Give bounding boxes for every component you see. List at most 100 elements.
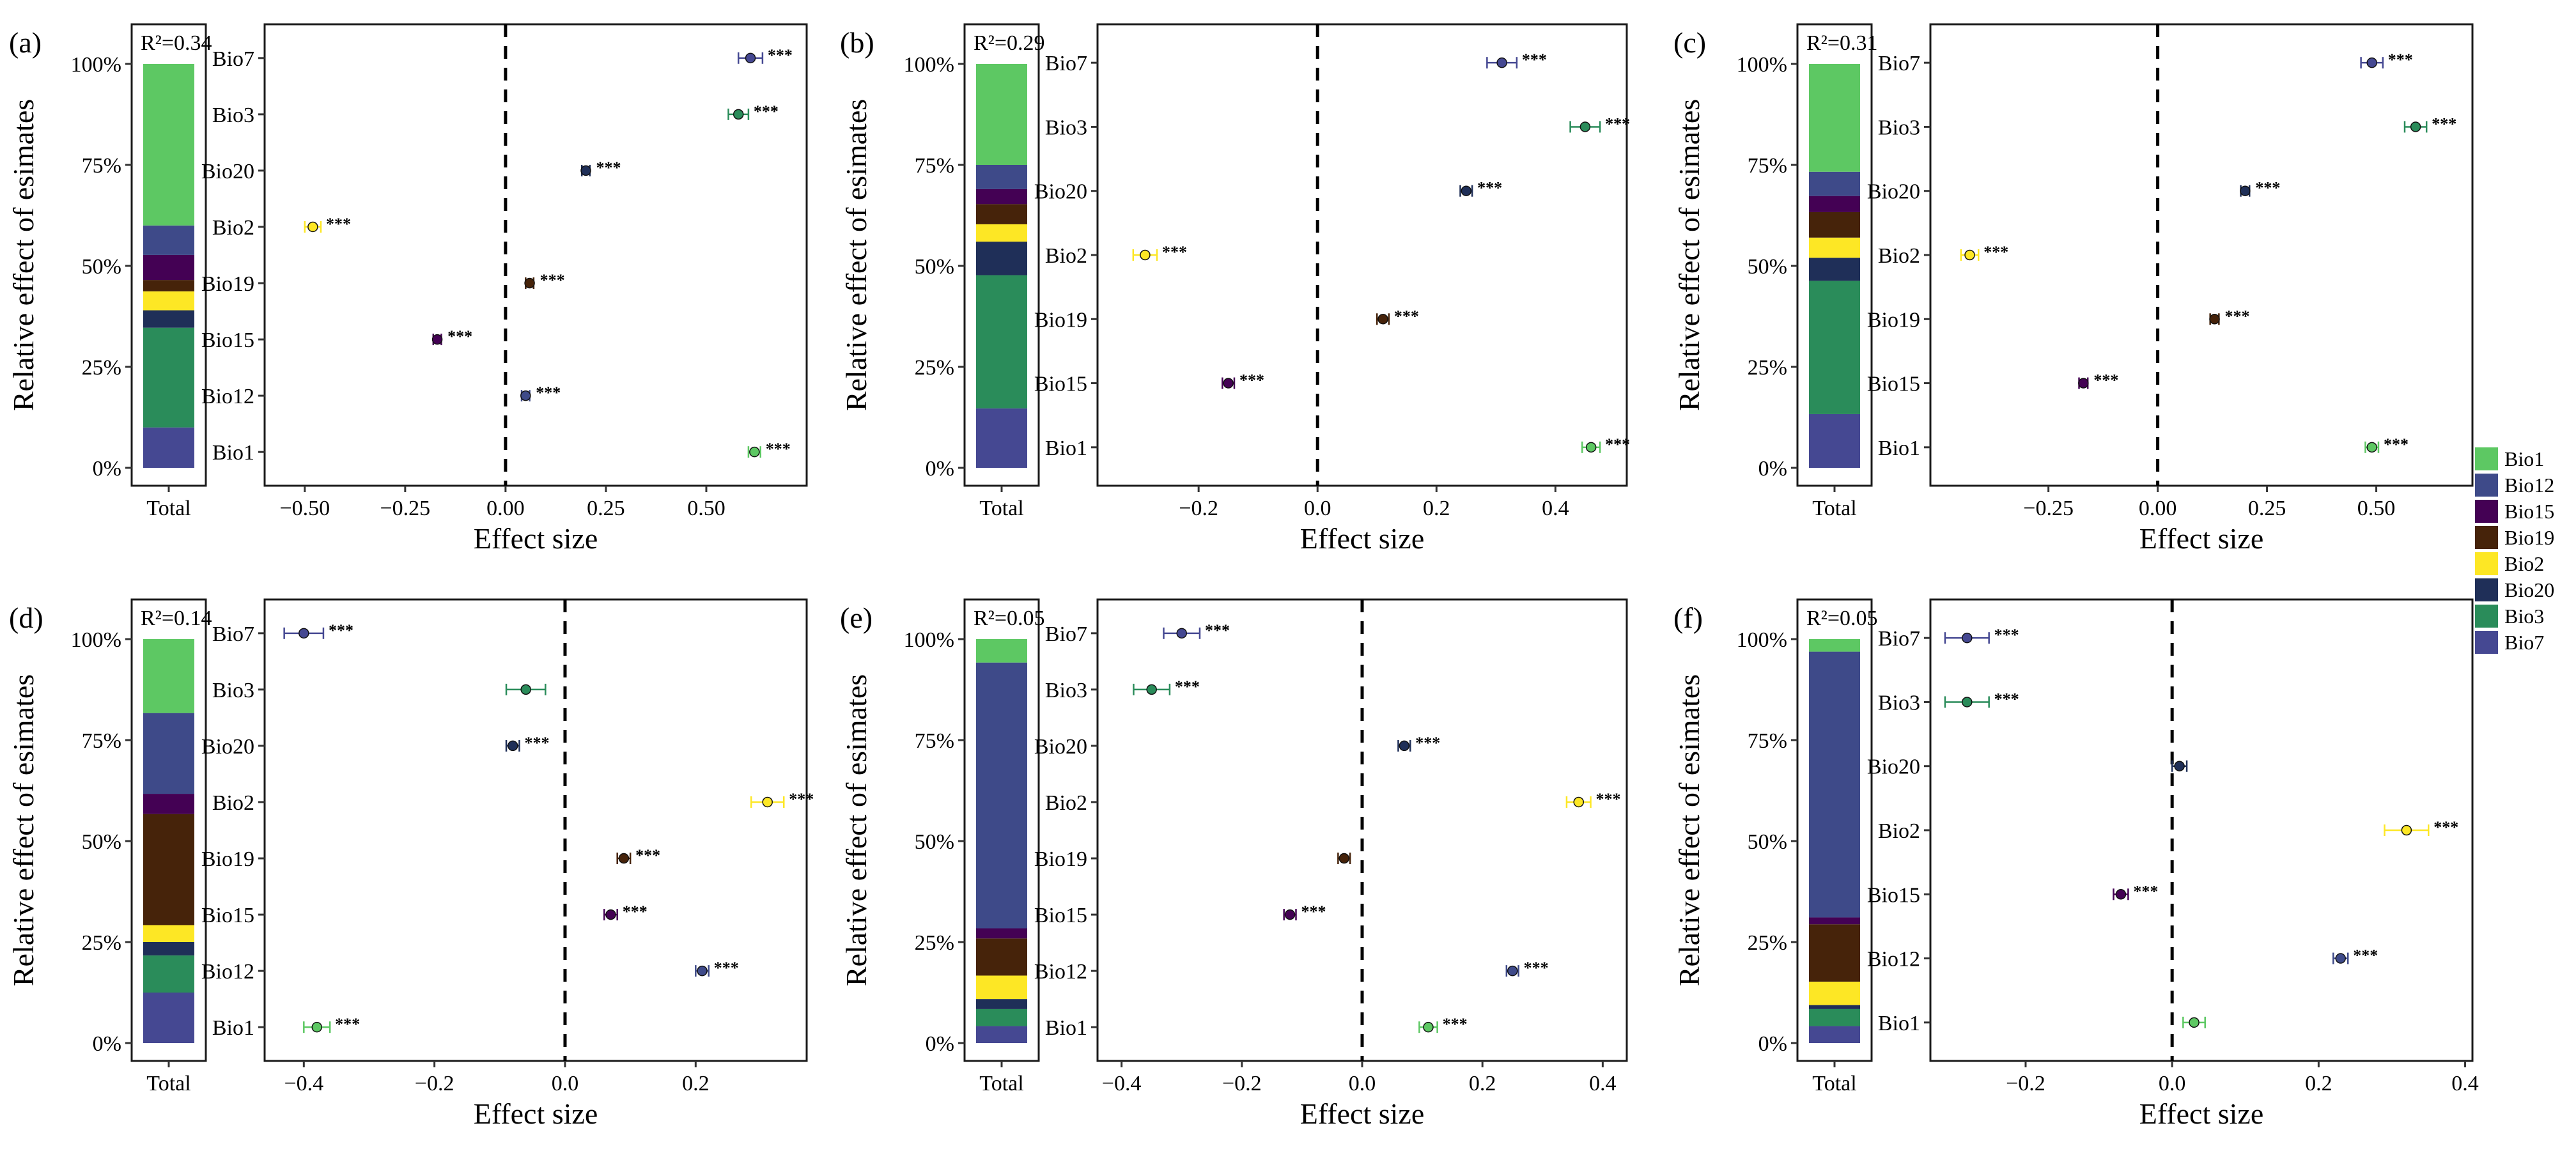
legend-swatch [2475, 526, 2498, 549]
estimate-bio7: Bio7 *** [212, 621, 353, 646]
significance-stars: *** [326, 215, 351, 233]
significance-stars: *** [789, 790, 814, 808]
forest-xtick-label: 0.25 [587, 497, 625, 520]
stack-ytick-label: 0% [93, 457, 121, 481]
significance-stars: *** [1524, 959, 1549, 977]
y-axis-title: Relative effect of esimates [840, 99, 873, 411]
significance-stars: *** [1301, 902, 1326, 921]
category-label: Bio3 [1878, 691, 1920, 715]
stack-ytick-label: 100% [71, 628, 121, 652]
stack-segment-bio3 [976, 1009, 1027, 1026]
stacked-bar-chart: 0% 25% 50% 75% 100% Total R²=0.31 Relative effe… [1673, 23, 1878, 520]
significance-stars: *** [1596, 790, 1621, 808]
estimate-point [2335, 953, 2346, 964]
legend-swatch [2475, 500, 2498, 523]
legend-label: Bio3 [2504, 605, 2544, 628]
category-label: Bio19 [1034, 847, 1087, 871]
category-label: Bio15 [1867, 883, 1920, 907]
stack-ytick-label: 25% [915, 931, 954, 955]
estimate-point [733, 109, 744, 120]
x-axis-title: Effect size [1300, 522, 1425, 555]
category-label: Bio7 [212, 47, 254, 71]
y-axis-title: Relative effect of esimates [1673, 674, 1705, 986]
panel-label: (c) [1673, 26, 1706, 59]
x-axis-title: Effect size [2139, 522, 2264, 555]
legend-item-bio15: Bio15 [2475, 500, 2554, 523]
significance-stars: *** [2225, 307, 2250, 325]
significance-stars: *** [2432, 114, 2456, 133]
x-axis-title: Effect size [1300, 1097, 1425, 1130]
significance-stars: *** [2133, 882, 2158, 901]
category-label: Bio1 [1045, 1016, 1087, 1040]
stack-segment-bio7 [143, 427, 194, 468]
category-label: Bio2 [212, 216, 254, 240]
forest-xtick-label: −0.2 [1222, 1072, 1262, 1095]
estimate-bio7: Bio7 *** [212, 46, 793, 71]
estimate-point [2174, 761, 2185, 771]
estimate-bio20: Bio20 [1867, 755, 2188, 779]
estimate-bio19: Bio19 [1034, 847, 1351, 871]
forest-xtick-label: 0.50 [2357, 497, 2396, 520]
legend-swatch [2475, 447, 2498, 470]
stack-segment-bio15 [1809, 917, 1860, 925]
legend-item-bio2: Bio2 [2475, 552, 2544, 575]
stack-segment-bio2 [1809, 981, 1860, 1005]
forest-xtick-label: 0.25 [2248, 497, 2286, 520]
x-axis-title: Effect size [474, 522, 598, 555]
significance-stars: *** [635, 846, 660, 865]
estimate-bio20: Bio20 *** [201, 734, 550, 759]
stack-ytick-label: 0% [926, 1032, 954, 1056]
estimate-bio15: Bio15 *** [201, 327, 472, 352]
y-axis-title: Relative effect of esimates [7, 674, 40, 986]
category-label: Bio15 [201, 904, 254, 927]
stack-segment-bio2 [976, 224, 1027, 242]
estimate-bio1: Bio1 *** [1878, 435, 2409, 460]
estimate-bio2: Bio2 *** [212, 215, 351, 240]
estimate-bio2: Bio2 *** [1878, 818, 2458, 843]
category-label: Bio3 [212, 679, 254, 702]
panel-label: (f) [1673, 601, 1703, 634]
estimate-point [1399, 740, 1410, 752]
r-squared-label: R²=0.14 [141, 607, 212, 630]
stack-segment-bio1 [1809, 64, 1860, 172]
estimate-point [745, 52, 756, 64]
legend-swatch [2475, 552, 2498, 575]
forest-xtick-label: −0.50 [279, 497, 330, 520]
category-label: Bio3 [1045, 116, 1087, 139]
estimate-bio15: Bio15 *** [201, 902, 648, 927]
estimate-point [2401, 824, 2412, 836]
stack-segment-bio7 [976, 1026, 1027, 1043]
significance-stars: *** [2255, 179, 2280, 197]
stacked-bar-chart: 0% 25% 50% 75% 100% Total R²=0.05 Relative effe… [840, 598, 1045, 1095]
category-label: Bio20 [201, 160, 254, 183]
forest-xtick-label: −0.2 [1179, 497, 1218, 520]
stack-segment-bio12 [1809, 651, 1860, 918]
stack-ytick-label: 75% [915, 154, 954, 178]
estimate-bio1: Bio1 *** [1045, 435, 1630, 460]
category-label: Bio20 [1034, 180, 1087, 204]
category-label: Bio2 [1045, 244, 1087, 268]
stack-ytick-label: 50% [915, 255, 954, 279]
stack-segment-bio20 [976, 242, 1027, 275]
y-axis-title: Relative effect of esimates [840, 674, 873, 986]
legend: Bio1 Bio12 Bio15 Bio19 Bio2 Bio20 Bio3 Bio7 [2475, 447, 2554, 654]
significance-stars: *** [1394, 307, 1419, 325]
category-label: Bio3 [212, 104, 254, 127]
estimate-bio3: Bio3 *** [1045, 114, 1630, 139]
forest-plot: Bio7 *** Bio3 *** Bio20 Bio2 *** Bio15 *** Bio12 *… [1867, 598, 2479, 1130]
estimate-point [1964, 249, 1975, 261]
estimate-bio19: Bio19 *** [201, 271, 565, 296]
significance-stars: *** [540, 271, 565, 290]
forest-xtick-label: 0.4 [2451, 1072, 2479, 1095]
significance-stars: *** [536, 383, 561, 402]
y-axis-title: Relative effect of esimates [7, 99, 40, 411]
significance-stars: *** [1522, 50, 1547, 69]
stack-segment-bio1 [976, 64, 1027, 165]
stack-xtick-label: Total [979, 497, 1023, 520]
legend-label: Bio1 [2504, 447, 2544, 470]
stack-ytick-label: 50% [82, 255, 121, 279]
estimate-bio7: Bio7 *** [1045, 621, 1230, 646]
legend-label: Bio2 [2504, 552, 2544, 575]
category-label: Bio1 [212, 1016, 254, 1040]
forest-plot-border [263, 23, 808, 487]
